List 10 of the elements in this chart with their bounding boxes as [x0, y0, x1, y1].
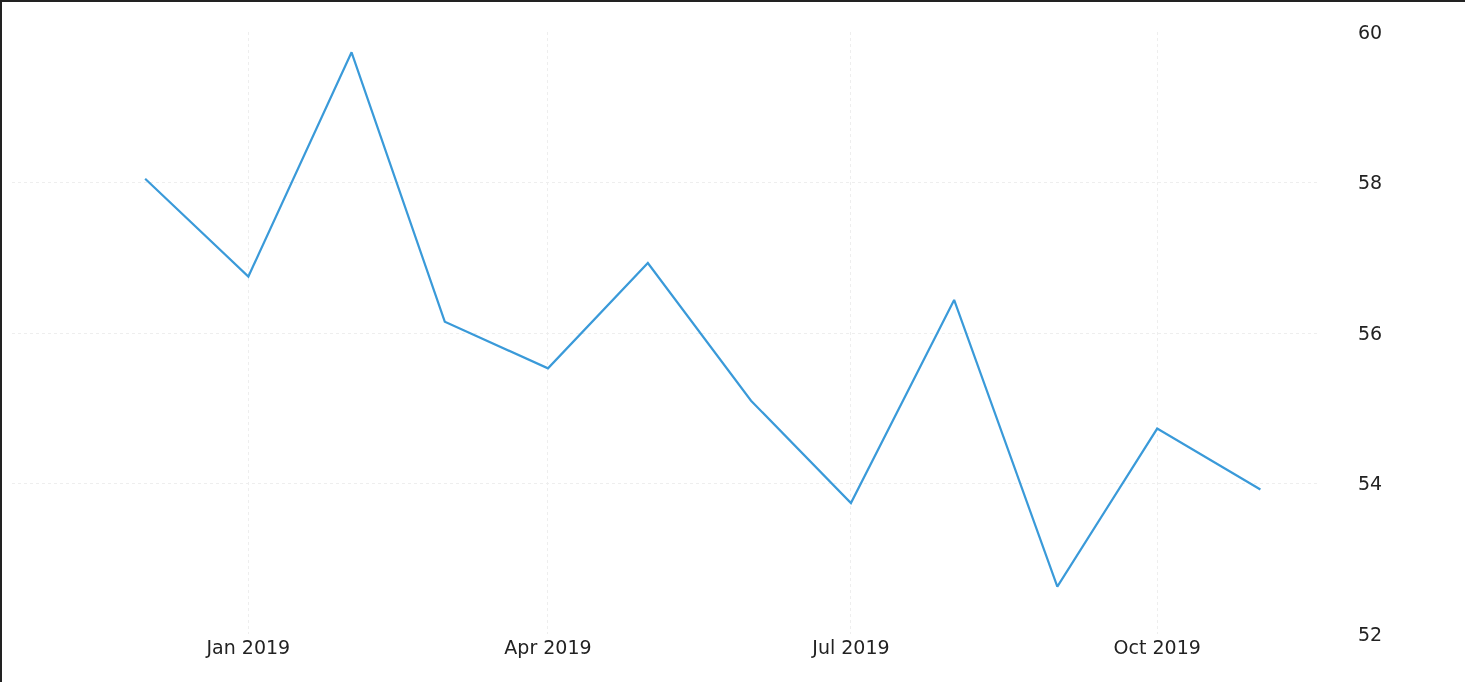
x-tick-label: Apr 2019 — [504, 636, 592, 658]
y-tick-label: 58 — [1358, 171, 1383, 194]
line-series — [144, 51, 1262, 588]
y-tick-label: 60 — [1358, 20, 1383, 43]
y-tick-label: 52 — [1358, 622, 1383, 645]
y-tick-label: 56 — [1358, 321, 1383, 344]
x-tick-label: Jul 2019 — [811, 636, 890, 658]
x-tick-label: Jan 2019 — [205, 636, 291, 658]
x-tick-label: Oct 2019 — [1113, 636, 1201, 658]
y-tick-label: 54 — [1358, 472, 1383, 495]
